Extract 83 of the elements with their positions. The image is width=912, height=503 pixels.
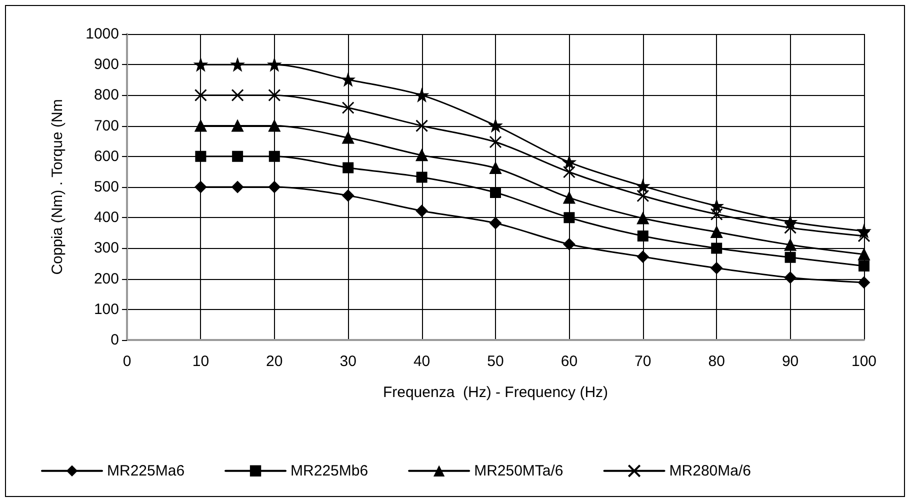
y-tick-label: 500 [94,178,119,196]
point [489,136,502,148]
point [194,120,207,132]
point [268,150,280,162]
x-axis-title: Frequenza (Hz) - Frequency (Hz) [382,384,608,401]
x-tick-label: 90 [782,353,799,370]
point [858,224,870,238]
y-tick-label: 800 [94,86,119,104]
point [784,272,796,284]
y-axis-title: Coppia (Nm) . Torque (Nm [49,99,66,275]
point [858,248,870,260]
point [562,166,576,178]
legend-label: MR280Ma/6 [669,462,751,480]
point [416,172,428,183]
x-tick-label: 0 [122,353,132,370]
point [490,217,502,230]
x-tick-label: 70 [634,353,652,370]
point [563,238,576,250]
point [231,88,244,102]
x-tick-label: 50 [487,353,504,370]
point [784,238,796,251]
y-tick-label: 0 [110,332,119,348]
point [784,215,797,228]
y-tick-label: 600 [94,148,119,165]
y-tick-label: 900 [94,56,119,74]
x-tick-label: 10 [192,353,210,370]
y-tick-label: 1000 [86,26,119,42]
x-tick-label: 20 [266,353,283,370]
x-tick-label: 30 [340,353,356,370]
point [342,73,355,86]
y-tick-label: 700 [94,117,119,134]
legend-label: MR250MTa/6 [474,462,564,480]
point [268,120,280,132]
point [784,221,797,234]
point [710,262,723,274]
point [710,208,723,220]
point [636,190,650,202]
point [194,181,207,193]
y-tick-label: 300 [94,240,119,257]
point [415,88,428,102]
x-tick-label: 80 [708,353,725,370]
y-tick-label: 200 [94,270,119,288]
point [858,276,870,288]
point [636,250,649,263]
point [232,120,244,132]
point [636,212,649,224]
x-tick-label: 40 [413,353,430,370]
point [342,190,354,202]
point [416,120,428,132]
point [636,180,650,193]
x-tick-label: 100 [851,353,877,370]
point [711,242,722,254]
point [489,118,502,132]
point [268,181,280,193]
point [637,230,648,242]
point [784,252,796,263]
point [710,226,723,238]
point [194,88,207,102]
point [416,204,428,217]
y-tick-label: 100 [94,300,119,318]
x-tick-label: 60 [560,353,578,370]
legend-label: MR225Mb6 [290,462,368,480]
point [268,58,281,72]
point [858,230,870,242]
point [490,162,502,174]
point [195,150,206,162]
point [194,58,208,72]
point [342,162,354,174]
point [231,58,244,72]
point [342,132,354,144]
y-tick-label: 400 [94,209,119,226]
point [268,88,281,102]
point [416,149,428,162]
point [490,187,501,198]
point [563,192,576,204]
point [232,150,244,162]
point [342,101,354,114]
point [564,212,575,224]
legend-label: MR225Ma6 [107,462,185,480]
point [232,181,244,193]
point [858,260,870,272]
point [710,199,724,212]
point [562,156,576,169]
